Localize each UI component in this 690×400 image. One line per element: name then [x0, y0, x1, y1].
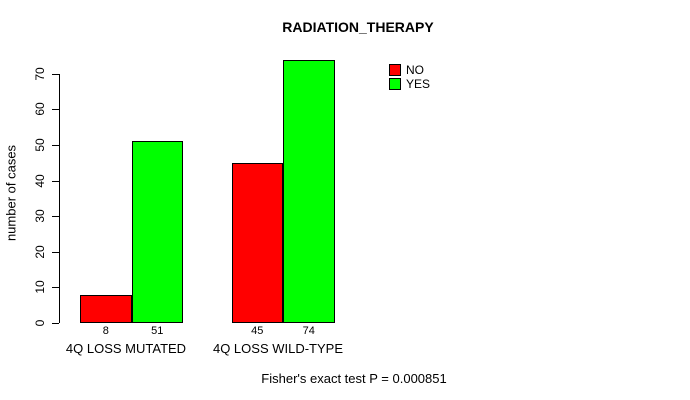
legend-item-yes: YES [389, 77, 430, 91]
y-axis-tick-label: 70 [33, 67, 47, 81]
y-axis-tick [52, 73, 59, 75]
bar-value-label: 45 [251, 324, 264, 337]
y-axis-tick [52, 145, 59, 146]
category-label: 4Q LOSS MUTATED [65, 341, 187, 356]
y-axis-tick-label: 0 [33, 319, 47, 327]
legend-swatch-yes [389, 78, 401, 90]
legend: NO YES [389, 63, 430, 91]
y-axis-label: number of cases [3, 144, 19, 242]
bar-yes [283, 59, 335, 323]
y-axis-tick [52, 180, 59, 182]
stat-annotation: Fisher's exact test P = 0.000851 [261, 371, 447, 386]
chart-title: RADIATION_THERAPY [282, 19, 434, 35]
y-axis-tick [52, 109, 59, 111]
bar-no [80, 294, 132, 323]
y-axis-tick-label: 60 [33, 102, 47, 117]
legend-item-no: NO [389, 63, 430, 77]
category-label: 4Q LOSS WILD-TYPE [212, 341, 344, 356]
y-axis-tick-label: 20 [33, 245, 47, 259]
legend-label: NO [406, 63, 424, 77]
bar-value-label: 51 [151, 324, 164, 337]
legend-swatch-no [389, 64, 401, 76]
y-axis-tick-label: 10 [33, 280, 47, 295]
y-axis-tick [52, 216, 59, 218]
y-axis-tick [52, 287, 59, 289]
bar-value-label: 74 [302, 324, 315, 337]
bar-no [231, 162, 283, 323]
y-axis-tick [52, 251, 59, 253]
bar-yes [131, 141, 183, 323]
y-axis-tick [52, 323, 59, 324]
y-axis-line [59, 73, 60, 323]
legend-label: YES [406, 77, 431, 91]
bar-value-label: 8 [102, 324, 109, 337]
y-axis-tick-label: 40 [33, 173, 47, 188]
y-axis-tick-label: 50 [33, 138, 47, 152]
y-axis-tick-label: 30 [33, 209, 47, 223]
